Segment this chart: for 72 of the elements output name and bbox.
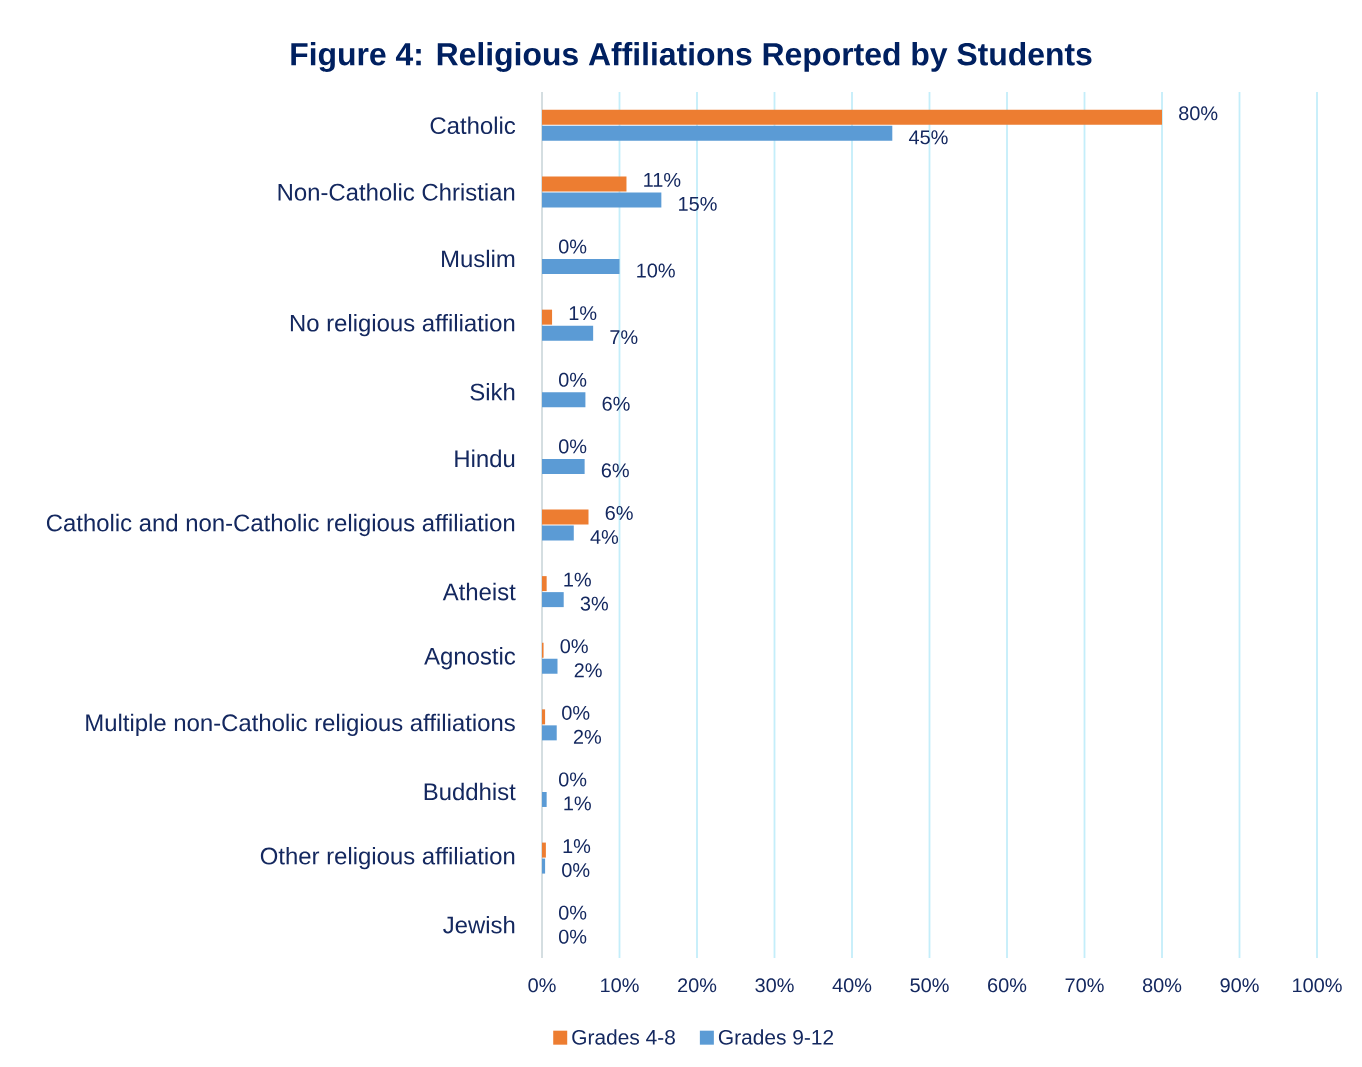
chart-title: Figure 4: Religious Affiliations Reported by Students	[291, 42, 1092, 72]
bar	[542, 709, 546, 725]
y-tick-label: Buddhist	[424, 782, 516, 801]
data-label: 3%	[580, 596, 608, 611]
x-tick-label: 90%	[1220, 978, 1259, 993]
bar	[542, 176, 627, 192]
y-tick-label: No religious affiliation	[290, 314, 515, 337]
bar	[542, 309, 553, 325]
y-tick-label: Catholic	[430, 116, 516, 135]
bar	[542, 658, 558, 674]
y-tick-label: Multiple non-Catholic religious affiliations	[86, 713, 515, 736]
data-label: 0%	[558, 439, 587, 454]
data-label: 11%	[644, 172, 681, 187]
bar	[542, 725, 557, 741]
data-label: 0%	[560, 639, 588, 654]
y-tick-label: Sikh	[470, 382, 515, 401]
data-label: 0%	[558, 905, 587, 920]
legend-label: Grades 4-8	[572, 1029, 675, 1045]
data-label: 4%	[590, 530, 619, 544]
bar	[542, 842, 546, 858]
y-tick-label: Atheist	[442, 582, 516, 601]
data-label: 1%	[564, 796, 591, 811]
y-tick-label: Muslim	[442, 249, 515, 268]
bar	[542, 509, 589, 525]
legend-label: Grades 9-12	[718, 1029, 834, 1045]
bar	[542, 458, 585, 474]
x-tick-label: 80%	[1142, 978, 1182, 993]
bar	[542, 525, 574, 541]
data-label: 0%	[558, 372, 587, 387]
y-tick-label: Hindu	[455, 449, 515, 468]
bar	[542, 259, 620, 275]
data-label: 15%	[679, 196, 717, 211]
data-label: 0%	[562, 705, 590, 720]
bar	[542, 392, 586, 408]
bar	[542, 325, 594, 341]
data-label: 1%	[569, 306, 597, 321]
data-label: 0%	[558, 772, 587, 787]
x-tick-label: 0%	[528, 978, 556, 993]
data-label: 0%	[562, 863, 590, 878]
x-tick-label: 40%	[832, 978, 872, 993]
bar	[542, 125, 893, 141]
y-tick-label: Catholic and non-Catholic religious affiliation	[46, 513, 515, 537]
data-label: 6%	[605, 505, 633, 521]
x-tick-label: 60%	[988, 978, 1027, 993]
y-tick-label: Non-Catholic Christian	[278, 183, 515, 201]
bar	[542, 576, 547, 592]
data-label: 80%	[1179, 106, 1218, 121]
data-label: 6%	[602, 396, 630, 411]
data-label: 1%	[564, 572, 591, 587]
y-tick-label: Jewish	[443, 915, 515, 934]
x-tick-label: 50%	[910, 978, 949, 993]
bar	[542, 109, 1163, 125]
data-label: 6%	[601, 463, 629, 478]
x-tick-label: 20%	[678, 978, 717, 993]
x-tick-label: 10%	[601, 978, 639, 993]
data-label: 7%	[610, 330, 638, 345]
x-tick-label: 100%	[1293, 978, 1342, 993]
data-label: 2%	[574, 663, 602, 678]
bar	[542, 791, 547, 807]
x-tick-label: 70%	[1065, 978, 1104, 993]
data-label: 45%	[908, 130, 948, 145]
data-label: 0%	[558, 239, 587, 254]
bar	[542, 592, 564, 608]
data-label: 0%	[558, 929, 587, 944]
data-label: 10%	[637, 263, 675, 278]
y-tick-label: Agnostic	[424, 647, 516, 670]
bar	[542, 192, 662, 208]
x-tick-label: 30%	[755, 978, 794, 993]
bar	[542, 858, 546, 874]
y-tick-label: Other religious affiliation	[260, 846, 515, 870]
data-label: 1%	[563, 839, 591, 854]
data-label: 2%	[573, 729, 601, 744]
